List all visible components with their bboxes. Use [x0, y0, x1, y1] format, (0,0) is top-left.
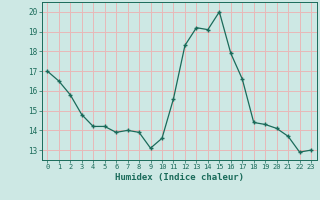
X-axis label: Humidex (Indice chaleur): Humidex (Indice chaleur) — [115, 173, 244, 182]
